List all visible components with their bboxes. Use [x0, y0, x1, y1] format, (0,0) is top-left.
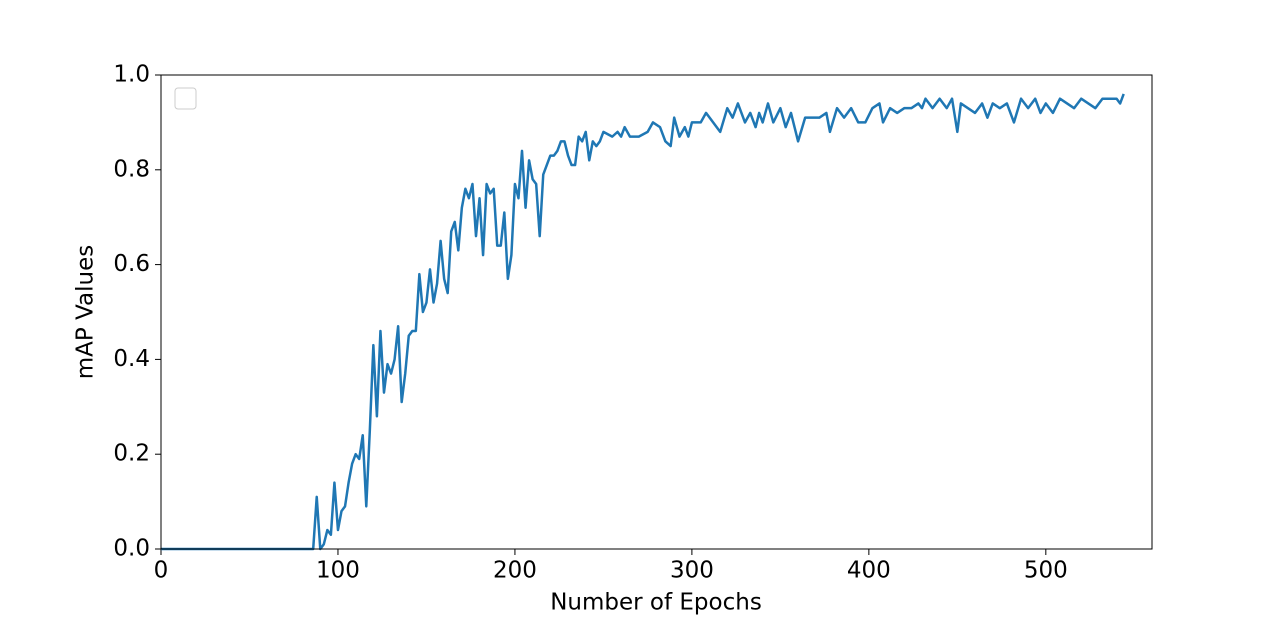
x-tick-label: 400 — [847, 558, 891, 584]
legend-box — [174, 87, 197, 110]
x-tick-label: 500 — [1024, 558, 1068, 584]
plot-frame — [160, 74, 1153, 550]
y-tick-label: 0.6 — [113, 251, 150, 277]
x-axis-label: Number of Epochs — [550, 590, 762, 616]
y-tick-label: 1.0 — [113, 62, 150, 88]
y-tick-label: 0.2 — [113, 441, 150, 467]
y-tick-label: 0.0 — [113, 536, 150, 562]
x-tick-label: 0 — [154, 558, 169, 584]
y-tick-label: 0.4 — [113, 346, 150, 372]
x-tick-label: 100 — [316, 558, 360, 584]
y-axis-label: mAP Values — [73, 245, 99, 379]
x-tick-label: 300 — [670, 558, 714, 584]
y-tick-label: 0.8 — [113, 156, 150, 182]
data-line — [161, 93, 1125, 551]
x-tick-label: 200 — [493, 558, 537, 584]
